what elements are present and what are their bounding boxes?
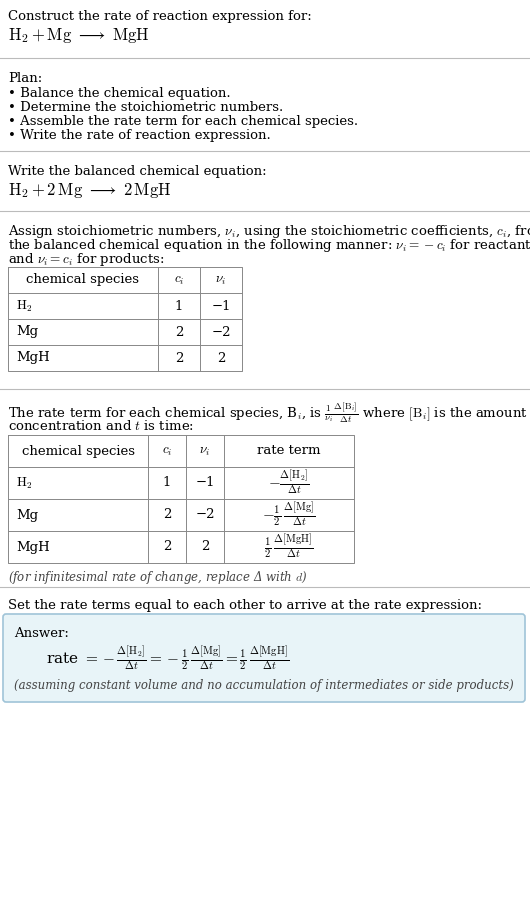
Text: Write the balanced chemical equation:: Write the balanced chemical equation: [8, 165, 267, 178]
Text: • Assemble the rate term for each chemical species.: • Assemble the rate term for each chemic… [8, 115, 358, 128]
Text: $\mathrm{H_2}$: $\mathrm{H_2}$ [16, 298, 32, 313]
Text: $\mathrm{H_2} + \mathrm{Mg}\ \longrightarrow\ \mathrm{MgH}$: $\mathrm{H_2} + \mathrm{Mg}\ \longrighta… [8, 26, 150, 45]
Text: $\mathrm{H_2} + 2\,\mathrm{Mg}\ \longrightarrow\ 2\,\mathrm{MgH}$: $\mathrm{H_2} + 2\,\mathrm{Mg}\ \longrig… [8, 181, 171, 200]
Text: (assuming constant volume and no accumulation of intermediates or side products): (assuming constant volume and no accumul… [14, 679, 514, 692]
Text: rate $= -\frac{\Delta[\mathrm{H_2}]}{\Delta t} = -\frac{1}{2}\,\frac{\Delta[\mat: rate $= -\frac{\Delta[\mathrm{H_2}]}{\De… [46, 645, 289, 673]
Text: $c_i$: $c_i$ [174, 274, 184, 286]
Text: 2: 2 [201, 541, 209, 554]
Text: Answer:: Answer: [14, 627, 69, 640]
Text: −2: −2 [195, 508, 215, 522]
Text: (for infinitesimal rate of change, replace Δ with $d$): (for infinitesimal rate of change, repla… [8, 569, 307, 586]
Text: • Determine the stoichiometric numbers.: • Determine the stoichiometric numbers. [8, 101, 283, 114]
Text: −2: −2 [211, 325, 231, 339]
Text: • Write the rate of reaction expression.: • Write the rate of reaction expression. [8, 129, 271, 142]
Text: $-\frac{\Delta[\mathrm{H_2}]}{\Delta t}$: $-\frac{\Delta[\mathrm{H_2}]}{\Delta t}$ [268, 468, 310, 497]
Text: rate term: rate term [257, 445, 321, 458]
Text: chemical species: chemical species [26, 274, 139, 286]
Text: 2: 2 [163, 508, 171, 522]
Text: $\nu_i$: $\nu_i$ [199, 445, 210, 458]
Text: 2: 2 [175, 325, 183, 339]
Text: 1: 1 [163, 477, 171, 489]
FancyBboxPatch shape [3, 614, 525, 702]
Text: −1: −1 [211, 300, 231, 313]
Text: and $\nu_i = c_i$ for products:: and $\nu_i = c_i$ for products: [8, 251, 164, 268]
Text: 2: 2 [217, 352, 225, 364]
Text: Plan:: Plan: [8, 72, 42, 85]
Text: chemical species: chemical species [22, 445, 135, 458]
Text: MgH: MgH [16, 541, 50, 554]
Text: concentration and $t$ is time:: concentration and $t$ is time: [8, 419, 194, 433]
Text: Assign stoichiometric numbers, $\nu_i$, using the stoichiometric coefficients, $: Assign stoichiometric numbers, $\nu_i$, … [8, 223, 530, 240]
Text: $\mathrm{H_2}$: $\mathrm{H_2}$ [16, 476, 32, 491]
Text: Construct the rate of reaction expression for:: Construct the rate of reaction expressio… [8, 10, 312, 23]
Text: the balanced chemical equation in the following manner: $\nu_i = -c_i$ for react: the balanced chemical equation in the fo… [8, 237, 530, 254]
Text: The rate term for each chemical species, B$_i$, is $\frac{1}{\nu_i}\frac{\Delta[: The rate term for each chemical species,… [8, 401, 528, 425]
Text: • Balance the chemical equation.: • Balance the chemical equation. [8, 87, 231, 100]
Text: −1: −1 [195, 477, 215, 489]
Text: Mg: Mg [16, 325, 38, 339]
Text: $-\frac{1}{2}\,\frac{\Delta[\mathrm{Mg}]}{\Delta t}$: $-\frac{1}{2}\,\frac{\Delta[\mathrm{Mg}]… [262, 501, 316, 529]
Text: 2: 2 [163, 541, 171, 554]
Text: 2: 2 [175, 352, 183, 364]
Text: $\frac{1}{2}\,\frac{\Delta[\mathrm{MgH}]}{\Delta t}$: $\frac{1}{2}\,\frac{\Delta[\mathrm{MgH}]… [264, 533, 314, 561]
Text: Mg: Mg [16, 508, 38, 522]
Text: MgH: MgH [16, 352, 50, 364]
Text: 1: 1 [175, 300, 183, 313]
Text: Set the rate terms equal to each other to arrive at the rate expression:: Set the rate terms equal to each other t… [8, 599, 482, 612]
Text: $\nu_i$: $\nu_i$ [215, 274, 227, 286]
Text: $c_i$: $c_i$ [162, 445, 172, 458]
